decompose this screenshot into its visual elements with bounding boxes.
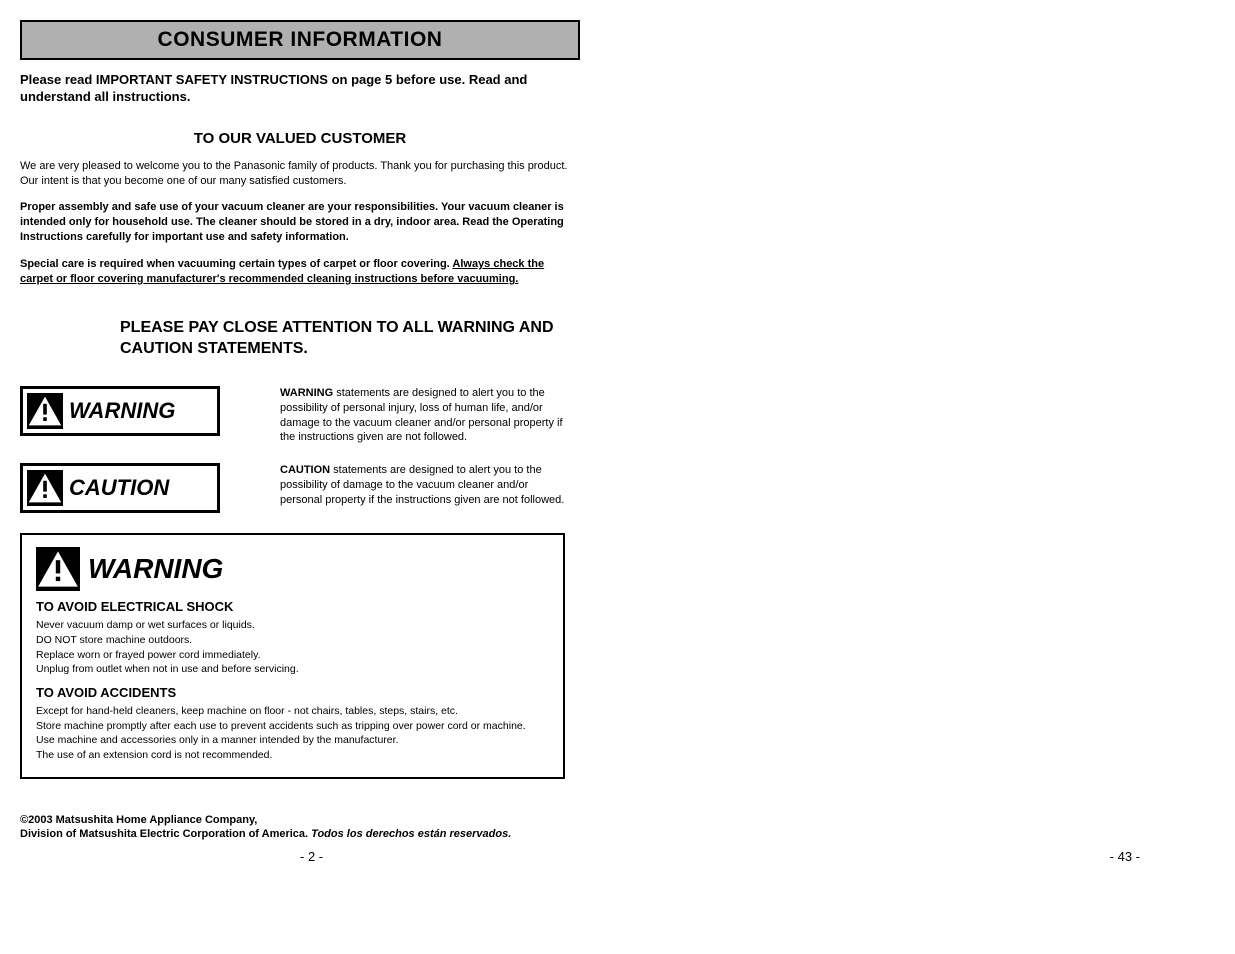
welcome-text: We are very pleased to welcome you to th… — [20, 159, 580, 189]
copyright-l2-text: Division of Matsushita Electric Corporat… — [20, 828, 311, 840]
shock-title: TO AVOID ELECTRICAL SHOCK — [36, 599, 549, 614]
copyright-line-1: ©2003 Matsushita Home Appliance Company, — [20, 813, 580, 827]
copyright-line-2: Division of Matsushita Electric Corporat… — [20, 827, 580, 841]
page-numbers: - 2 - - 43 - — [20, 849, 1200, 864]
caution-label-box: CAUTION — [20, 463, 220, 513]
accidents-title: TO AVOID ACCIDENTS — [36, 685, 549, 700]
page-title: CONSUMER INFORMATION — [22, 28, 578, 52]
warning-label-box: WARNING — [20, 386, 220, 436]
acc-line-3: Use machine and accessories only in a ma… — [36, 733, 549, 748]
caution-label-row: CAUTION CAUTION statements are designed … — [20, 463, 580, 513]
caution-label-text: CAUTION — [69, 475, 169, 501]
warning-desc-bold: WARNING — [280, 387, 333, 399]
shock-line-2: DO NOT store machine outdoors. — [36, 633, 549, 648]
acc-line-2: Store machine promptly after each use to… — [36, 719, 549, 734]
subhead-valued-customer: TO OUR VALUED CUSTOMER — [20, 130, 580, 147]
caution-description: CAUTION statements are designed to alert… — [280, 463, 570, 508]
warning-label-text: WARNING — [69, 398, 175, 424]
warning-panel: WARNING TO AVOID ELECTRICAL SHOCK Never … — [20, 533, 565, 779]
copyright-italic: Todos los derechos están reservados. — [311, 828, 511, 840]
acc-line-4: The use of an extension cord is not reco… — [36, 748, 549, 763]
panel-warning-text: WARNING — [88, 553, 223, 585]
attention-heading: PLEASE PAY CLOSE ATTENTION TO ALL WARNIN… — [120, 317, 580, 360]
panel-warning-triangle-icon — [36, 547, 80, 591]
acc-line-1: Except for hand-held cleaners, keep mach… — [36, 704, 549, 719]
shock-body: Never vacuum damp or wet surfaces or liq… — [36, 618, 549, 677]
accidents-body: Except for hand-held cleaners, keep mach… — [36, 704, 549, 763]
page-content: CONSUMER INFORMATION Please read IMPORTA… — [20, 20, 580, 841]
caution-desc-bold: CAUTION — [280, 464, 330, 476]
caution-triangle-icon — [27, 470, 63, 506]
page-number-left: - 2 - — [300, 849, 323, 864]
proper-assembly-text: Proper assembly and safe use of your vac… — [20, 200, 580, 245]
page-number-right: - 43 - — [1110, 849, 1140, 864]
shock-line-3: Replace worn or frayed power cord immedi… — [36, 648, 549, 663]
warning-label-row: WARNING WARNING statements are designed … — [20, 386, 580, 445]
warning-triangle-icon — [27, 393, 63, 429]
special-care-text: Special care is required when vacuuming … — [20, 257, 580, 287]
header-box: CONSUMER INFORMATION — [20, 20, 580, 60]
intro-text: Please read IMPORTANT SAFETY INSTRUCTION… — [20, 72, 580, 106]
shock-line-4: Unplug from outlet when not in use and b… — [36, 662, 549, 677]
copyright: ©2003 Matsushita Home Appliance Company,… — [20, 813, 580, 842]
warning-description: WARNING statements are designed to alert… — [280, 386, 570, 445]
panel-warning-header: WARNING — [36, 547, 549, 591]
shock-line-1: Never vacuum damp or wet surfaces or liq… — [36, 618, 549, 633]
special-care-pre: Special care is required when vacuuming … — [20, 258, 452, 270]
